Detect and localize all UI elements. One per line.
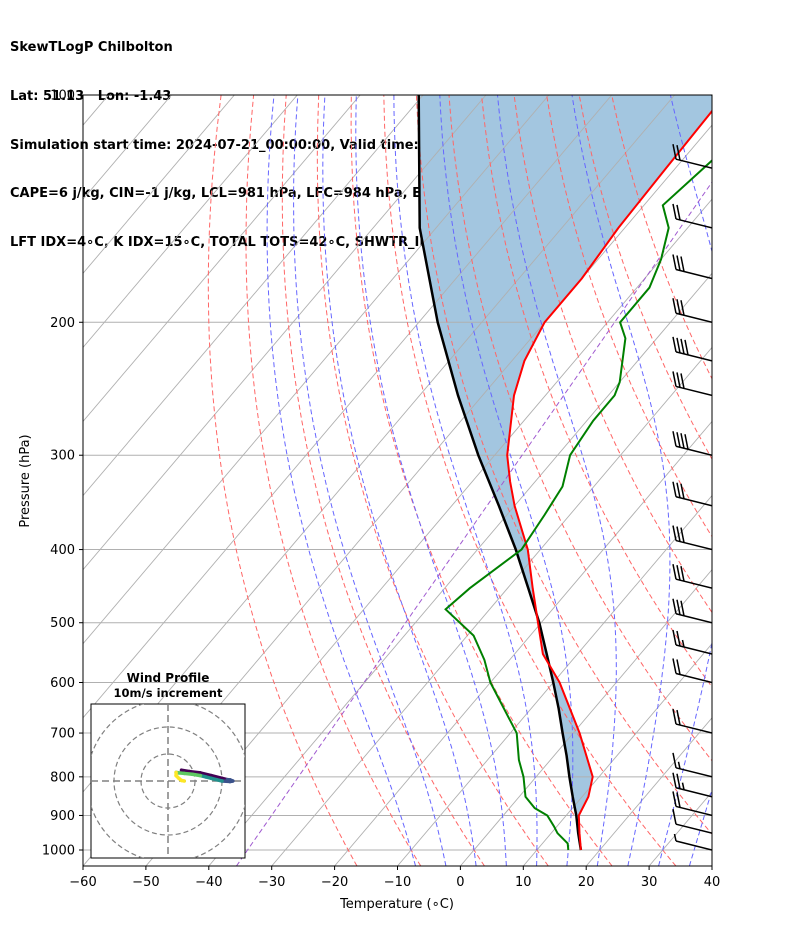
y-tick-label-600: 600 (50, 676, 75, 691)
dry-adiabat-40 (415, 95, 712, 835)
isotherm-40 (711, 865, 712, 866)
title-location: Lat: 51.13 Lon: -1.43 (10, 89, 172, 104)
x-tick-label--60: −60 (69, 875, 96, 890)
wind-barb-550 (672, 629, 712, 655)
x-tick-label--20: −20 (321, 875, 348, 890)
hodograph-segment (179, 778, 186, 783)
wind-barb-350 (672, 481, 712, 507)
y-tick-label-900: 900 (50, 809, 75, 824)
hodograph-segment (198, 771, 213, 778)
wind-barb-400 (672, 525, 712, 551)
temperature-profile-line (506, 109, 712, 851)
title-station: SkewTLogP Chilbolton (10, 40, 173, 56)
y-tick-label-800: 800 (50, 770, 75, 785)
mixing-ratio-line (235, 181, 712, 866)
x-tick-label-20: 20 (578, 875, 595, 890)
moist-adiabat-20 (497, 95, 617, 866)
isotherm-0 (460, 568, 712, 866)
hodograph-segment (187, 769, 203, 775)
y-tick-label-700: 700 (50, 727, 75, 742)
moist-adiabat-30 (658, 95, 712, 866)
wind-barb-800 (672, 752, 712, 778)
moist-adiabat--5 (293, 95, 447, 866)
wind-barb-500 (672, 598, 712, 624)
wind-barb-250 (672, 371, 712, 397)
moist-adiabat-35 (688, 788, 712, 866)
isotherm--130 (83, 95, 298, 349)
hodograph-subtitle: 10m/s increment (114, 686, 223, 700)
wind-barb-600 (672, 658, 712, 684)
wind-barb-150 (672, 203, 712, 229)
dry-adiabat-10 (316, 95, 549, 866)
wind-barb-100 (708, 95, 712, 96)
isotherm--40 (208, 272, 712, 866)
x-tick-label--40: −40 (195, 875, 222, 890)
isotherm--20 (334, 420, 712, 866)
isotherm--100 (83, 95, 487, 571)
wind-barb-850 (672, 772, 712, 798)
isotherm--120 (83, 95, 361, 423)
y-tick-label-400: 400 (50, 543, 75, 558)
dry-adiabat--10 (245, 95, 422, 866)
wind-barb-450 (672, 564, 712, 589)
dry-adiabat--20 (207, 95, 358, 866)
isotherm--140 (83, 95, 235, 274)
wind-barb-125 (672, 144, 712, 169)
isotherm--80 (83, 95, 613, 719)
x-tick-label--50: −50 (132, 875, 159, 890)
wind-barb-300 (672, 431, 712, 456)
x-tick-label-40: 40 (704, 875, 721, 890)
isotherm-10 (522, 643, 712, 866)
hodograph-title: Wind Profile (127, 671, 210, 685)
cape-shading (418, 95, 712, 850)
isotherm--30 (271, 346, 712, 866)
moist-adiabat--10 (266, 95, 416, 866)
y-tick-label-500: 500 (50, 616, 75, 631)
y-tick-label-1000: 1000 (42, 844, 75, 859)
dry-adiabat-0 (281, 95, 485, 866)
wind-barb-900 (672, 791, 712, 817)
wind-barb-175 (672, 254, 712, 280)
hodograph-segment (209, 773, 224, 781)
y-tick-label-100: 100 (50, 89, 75, 104)
hodograph-plot (91, 704, 245, 858)
x-tick-label--30: −30 (258, 875, 285, 890)
isotherm-30 (648, 791, 712, 866)
isotherm--110 (83, 95, 424, 497)
moist-adiabat-0 (322, 95, 477, 866)
x-tick-label--10: −10 (384, 875, 411, 890)
dry-adiabat-20 (350, 95, 613, 866)
dry-adiabat-30 (383, 95, 677, 866)
wind-barb-700 (672, 708, 712, 734)
wind-barb-225 (672, 336, 712, 362)
moist-adiabat-5 (355, 95, 507, 866)
wind-barb-200 (672, 298, 712, 324)
moist-adiabat-10 (393, 95, 538, 866)
dewpoint-profile-line (444, 159, 712, 851)
isotherm--90 (83, 95, 550, 645)
parcel-profile-line (417, 95, 583, 851)
dry-adiabat-80 (546, 95, 712, 538)
x-tick-label-0: 0 (456, 875, 464, 890)
x-axis-label: Temperature (∘C) (339, 897, 454, 912)
dry-adiabat-70 (513, 95, 712, 614)
y-tick-label-300: 300 (50, 449, 75, 464)
y-tick-label-200: 200 (50, 316, 75, 331)
y-axis-label: Pressure (hPa) (18, 434, 33, 527)
wind-barb-950 (672, 809, 712, 834)
dry-adiabat-60 (481, 95, 712, 688)
isotherm-20 (585, 717, 712, 866)
moist-adiabat-25 (571, 95, 671, 866)
isotherm--10 (397, 494, 712, 866)
x-tick-label-30: 30 (641, 875, 658, 890)
wind-barb-1000 (673, 833, 712, 851)
x-tick-label-10: 10 (515, 875, 532, 890)
